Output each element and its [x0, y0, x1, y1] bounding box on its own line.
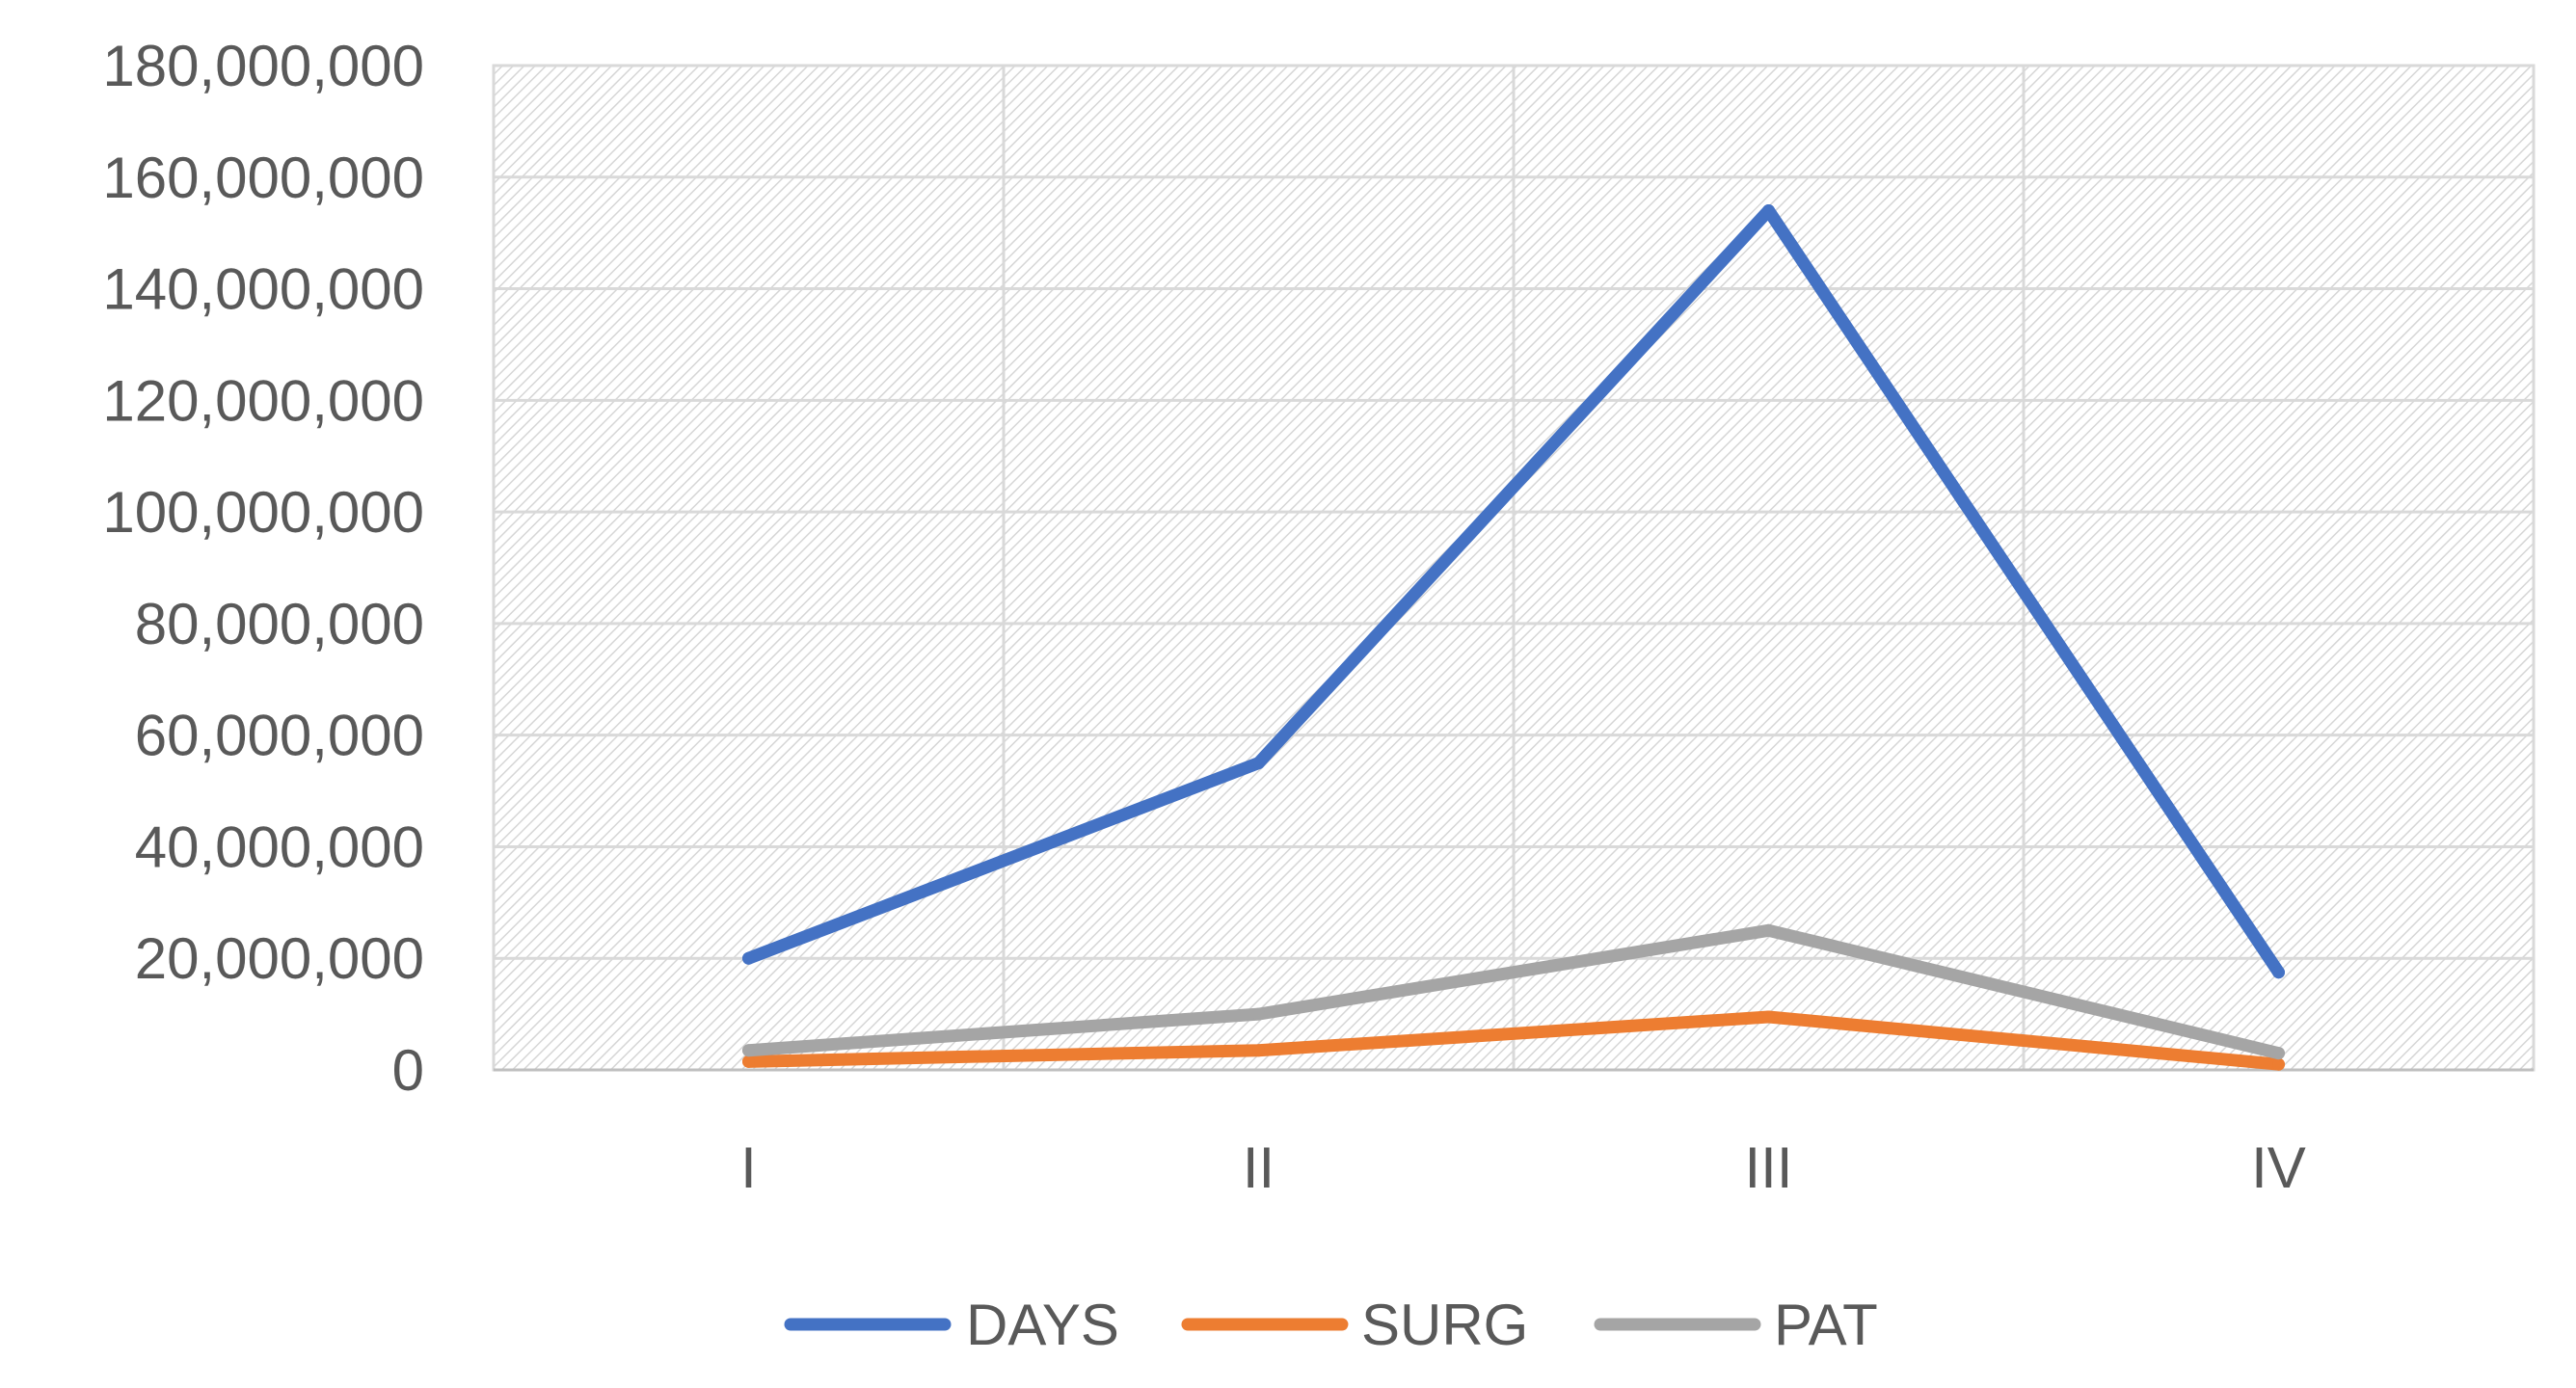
data-point-days — [742, 951, 755, 965]
data-point-surg — [1252, 1044, 1265, 1057]
legend-label-pat: PAT — [1774, 1293, 1878, 1357]
data-point-pat — [1762, 923, 1775, 937]
gridlines — [494, 64, 2534, 1070]
data-point-days — [1762, 204, 1775, 218]
data-point-days — [2272, 966, 2285, 979]
y-tick-label: 20,000,000 — [135, 926, 424, 991]
series-line-days — [742, 204, 2285, 979]
series-line-surg — [742, 1010, 2285, 1071]
data-point-surg — [742, 1054, 755, 1068]
y-tick-label: 0 — [392, 1038, 424, 1103]
x-tick-label: II — [1243, 1135, 1275, 1200]
axes: 0 20,000,000 40,000,000 60,000,000 80,000,00… — [102, 34, 2534, 1200]
data-point-surg — [2272, 1057, 2285, 1071]
y-tick-label: 120,000,000 — [102, 368, 424, 433]
data-point-surg — [1762, 1010, 1775, 1024]
y-tick-label: 40,000,000 — [135, 814, 424, 879]
x-tick-label: IV — [2251, 1135, 2306, 1200]
y-tick-label: 180,000,000 — [102, 34, 424, 98]
y-tick-label: 160,000,000 — [102, 146, 424, 210]
y-tick-label: 140,000,000 — [102, 257, 424, 322]
data-point-pat — [2272, 1047, 2285, 1060]
x-tick-label: III — [1744, 1135, 1792, 1200]
data-point-pat — [1252, 1007, 1265, 1021]
y-tick-label: 60,000,000 — [135, 704, 424, 768]
legend-label-days: DAYS — [966, 1293, 1119, 1357]
y-tick-label: 80,000,000 — [135, 592, 424, 656]
data-point-days — [1252, 757, 1265, 770]
data-point-pat — [742, 1044, 755, 1057]
series-lines — [742, 204, 2285, 1071]
x-tick-label: I — [740, 1135, 757, 1200]
legend-label-surg: SURG — [1361, 1293, 1528, 1357]
series-line-pat — [742, 923, 2285, 1060]
y-tick-label: 100,000,000 — [102, 480, 424, 545]
legend: DAYS SURG PAT — [784, 1293, 1878, 1357]
